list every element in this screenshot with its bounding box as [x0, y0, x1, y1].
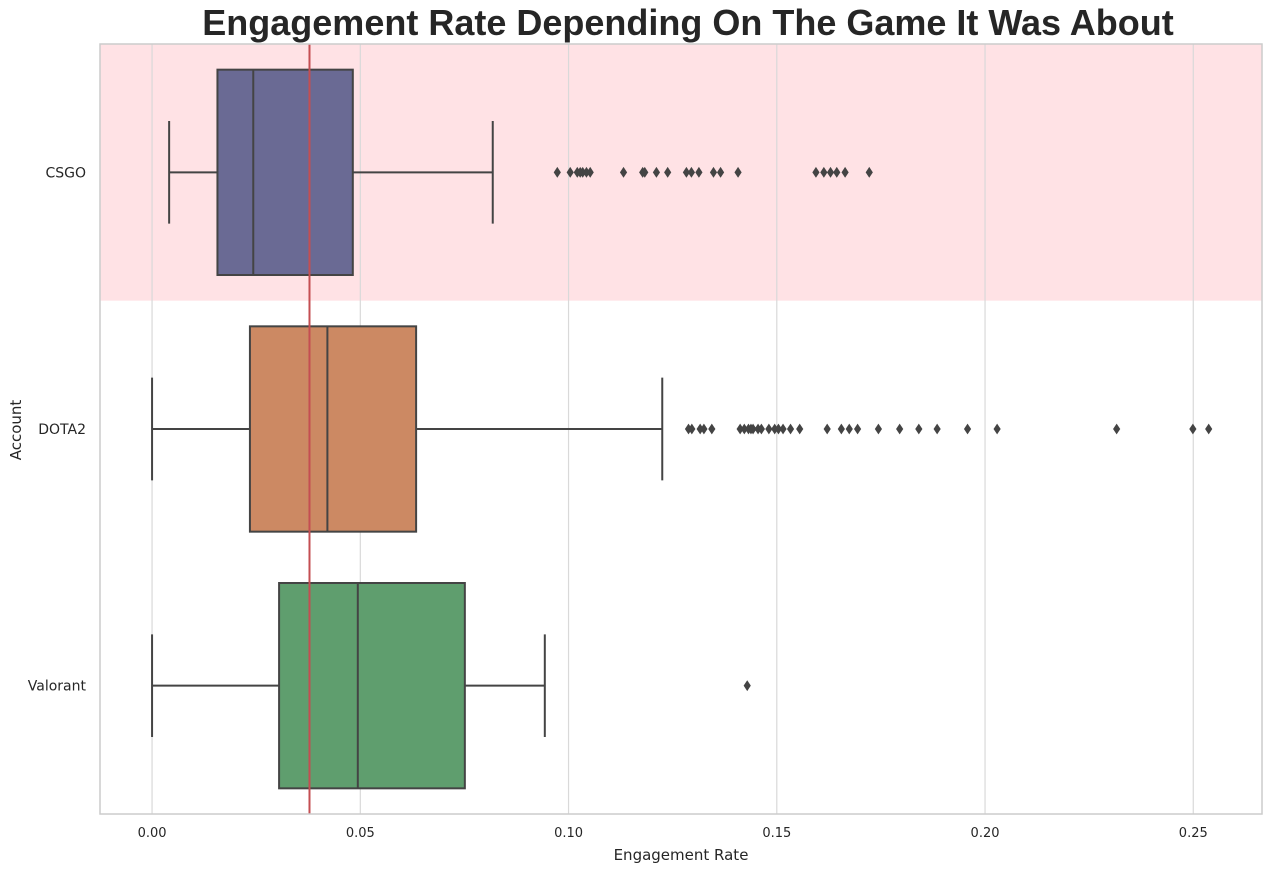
outlier-dota2-6: [740, 423, 748, 435]
outlier-dota2-26: [963, 423, 972, 435]
outlier-csgo-1: [566, 166, 574, 178]
y-tick-label-dota2: DOTA2: [38, 422, 86, 438]
outlier-dota2-5: [736, 423, 744, 435]
outlier-dota2-29: [1189, 423, 1197, 435]
outlier-csgo-21: [833, 166, 841, 178]
outlier-dota2-19: [837, 423, 845, 435]
box-dota2: [248, 325, 418, 533]
outlier-csgo-6: [586, 166, 594, 178]
outlier-csgo-10: [652, 166, 661, 178]
outlier-dota2-15: [779, 423, 787, 435]
box-group-dota2: [151, 325, 1213, 533]
x-axis-label: Engagement Rate: [614, 846, 749, 864]
outlier-dota2-2: [696, 423, 704, 435]
outlier-dota2-12: [765, 423, 773, 435]
box-group-csgo: [168, 68, 873, 276]
outlier-dota2-24: [915, 423, 923, 435]
outlier-dota2-22: [874, 423, 883, 435]
box-csgo: [216, 68, 354, 276]
y-axis-label: Account: [7, 400, 25, 461]
x-tick-label-3: 0.15: [762, 826, 791, 841]
outlier-csgo-19: [820, 166, 828, 178]
x-tick-label-4: 0.20: [971, 826, 1000, 841]
outlier-dota2-23: [896, 423, 904, 435]
outlier-dota2-25: [933, 423, 941, 435]
outlier-csgo-23: [865, 166, 873, 178]
outlier-csgo-16: [716, 166, 725, 178]
outlier-csgo-4: [579, 166, 587, 178]
outlier-dota2-4: [708, 423, 716, 435]
y-category-labels: CSGO DOTA2 Valorant: [28, 165, 87, 694]
outlier-dota2-27: [993, 423, 1001, 435]
outlier-csgo-9: [641, 166, 649, 178]
outlier-csgo-22: [841, 166, 849, 178]
outlier-valorant-0: [743, 680, 751, 692]
outlier-dota2-9: [749, 423, 757, 435]
x-tick-label-5: 0.25: [1179, 826, 1208, 841]
box-valorant: [278, 582, 466, 790]
outlier-csgo-11: [664, 166, 672, 178]
plot-frame: [99, 43, 1263, 815]
outlier-dota2-20: [845, 423, 853, 435]
outlier-dota2-28: [1113, 423, 1121, 435]
outlier-dota2-21: [853, 423, 862, 435]
outlier-csgo-0: [553, 166, 561, 178]
outlier-dota2-18: [823, 423, 831, 435]
outlier-csgo-12: [682, 166, 691, 178]
box-group-valorant: [151, 582, 751, 790]
outlier-dota2-14: [774, 423, 783, 435]
outlier-dota2-3: [700, 423, 708, 435]
outlier-csgo-15: [709, 166, 718, 178]
outlier-dota2-30: [1205, 423, 1213, 435]
outlier-dota2-11: [757, 423, 765, 435]
outlier-dota2-13: [771, 423, 779, 435]
outlier-csgo-13: [687, 166, 696, 178]
chart-title: Engagement Rate Depending On The Game It…: [202, 2, 1173, 43]
outlier-csgo-20: [826, 166, 835, 178]
outlier-dota2-16: [786, 423, 795, 435]
outlier-csgo-17: [734, 166, 742, 178]
outlier-csgo-7: [619, 166, 628, 178]
outlier-dota2-1: [688, 423, 696, 435]
x-tick-label-0: 0.00: [138, 826, 167, 841]
x-tick-labels: 0.00 0.05 0.10 0.15 0.20 0.25: [138, 826, 1208, 841]
y-tick-label-csgo: CSGO: [45, 165, 86, 181]
x-tick-label-2: 0.10: [554, 826, 583, 841]
outlier-csgo-18: [812, 166, 820, 178]
x-tick-label-1: 0.05: [346, 826, 375, 841]
outlier-csgo-14: [695, 166, 703, 178]
outlier-dota2-17: [796, 423, 804, 435]
y-tick-label-valorant: Valorant: [28, 679, 87, 695]
outlier-csgo-5: [582, 166, 591, 178]
